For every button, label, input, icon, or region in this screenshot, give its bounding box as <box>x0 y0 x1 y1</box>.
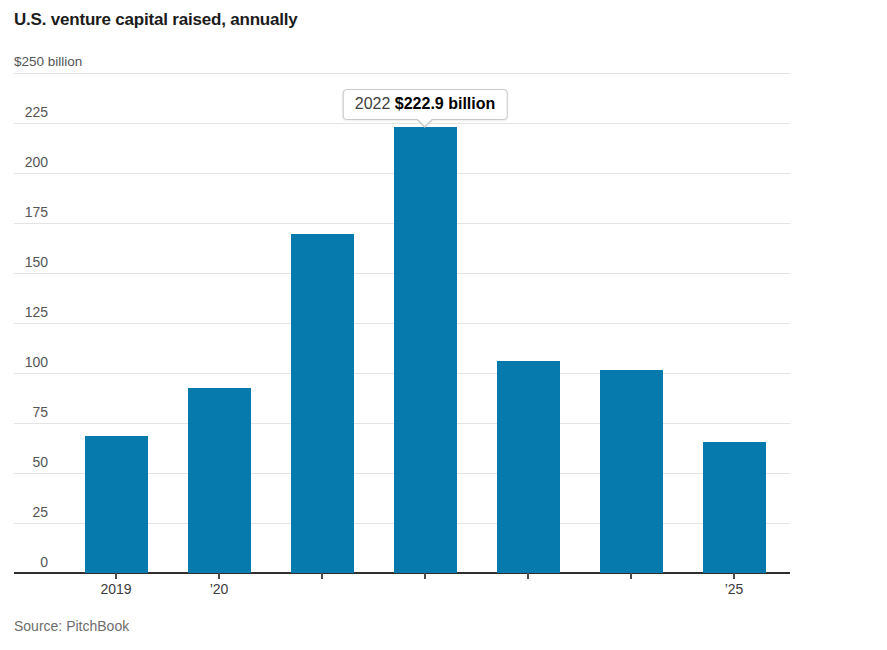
x-axis-tick-2022 <box>424 573 426 579</box>
y-tick-label-200: 200 <box>0 154 48 170</box>
gridline-225 <box>14 123 790 124</box>
y-tick-label-25: 25 <box>0 504 48 520</box>
y-tick-label-175: 175 <box>0 204 48 220</box>
y-tick-label-0: 0 <box>0 554 48 570</box>
bar-2022[interactable] <box>394 127 457 573</box>
x-axis-tick-2024 <box>630 573 632 579</box>
x-axis-tick-2019 <box>115 573 117 579</box>
y-tick-label-225: 225 <box>0 104 48 120</box>
bar-2023[interactable] <box>497 361 560 573</box>
x-axis-tick-2020 <box>218 573 220 579</box>
bar-2020[interactable] <box>188 388 251 573</box>
gridline-250 <box>14 73 790 74</box>
y-tick-label-100: 100 <box>0 354 48 370</box>
y-tick-label-125: 125 <box>0 304 48 320</box>
y-tick-label-75: 75 <box>0 404 48 420</box>
y-tick-label-50: 50 <box>0 454 48 470</box>
tooltip-value: $222.9 billion <box>395 95 495 112</box>
bar-2021[interactable] <box>291 234 354 573</box>
y-tick-label-250: $250 billion <box>14 54 214 70</box>
y-tick-label-150: 150 <box>0 254 48 270</box>
bar-2019[interactable] <box>85 436 148 573</box>
tooltip: 2022 $222.9 billion <box>343 89 508 120</box>
chart-container: U.S. venture capital raised, annually 20… <box>0 0 887 650</box>
x-tick-label-2019: 2019 <box>74 581 158 598</box>
x-axis-tick-2023 <box>527 573 529 579</box>
x-tick-label-2025: ’25 <box>692 581 776 598</box>
bar-2024[interactable] <box>600 370 663 573</box>
x-axis-tick-2021 <box>321 573 323 579</box>
tooltip-caret-icon <box>417 118 433 126</box>
bar-2025[interactable] <box>703 442 766 573</box>
x-axis-tick-2025 <box>733 573 735 579</box>
plot-area: 2022 $222.9 billion 0 25 50 75 100 125 150 175 2… <box>0 0 887 650</box>
source-note: Source: PitchBook <box>14 618 129 634</box>
x-tick-label-2020: ’20 <box>177 581 261 598</box>
tooltip-year: 2022 <box>355 95 391 112</box>
